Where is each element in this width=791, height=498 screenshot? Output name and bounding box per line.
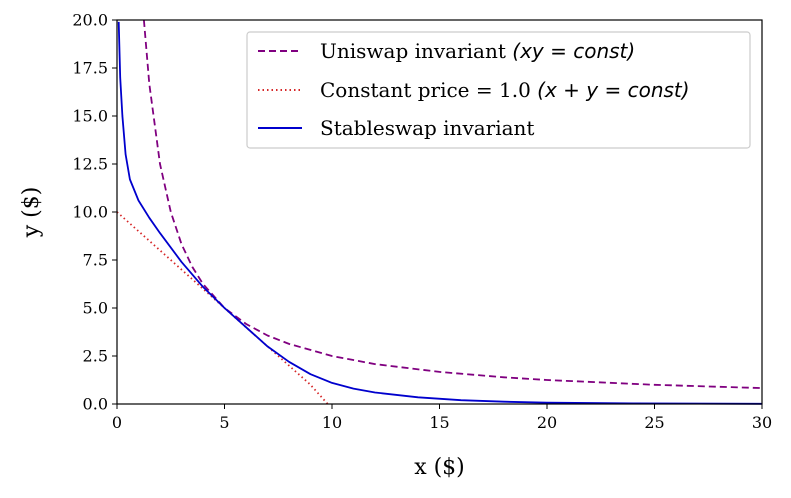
y-tick-label-6: 15.0 (72, 107, 108, 126)
y-tick-label-2: 5.0 (83, 299, 108, 318)
series-line-uniswap (143, 19, 763, 389)
y-tick-label-7: 17.5 (72, 59, 108, 78)
y-tick-label-5: 12.5 (72, 155, 108, 174)
y-tick-label-8: 20.0 (72, 11, 108, 30)
legend-entry-constant-price: Constant price = 1.0 (x + y = const) (320, 78, 690, 102)
x-tick-label-2: 10 (322, 413, 342, 432)
legend-box (246, 31, 751, 149)
x-tick-label-1: 5 (219, 413, 229, 432)
axis-ticks: 0 5 10 15 20 25 30 0.0 2.5 5.0 7.5 10.0 12.5 15.0 17.5… (72, 11, 772, 433)
y-tick-label-4: 10.0 (72, 203, 108, 222)
legend-entry-uniswap: Uniswap invariant (xy = const) (320, 39, 635, 63)
legend: Uniswap invariant (xy = const) Constant … (246, 31, 751, 149)
x-tick-label-3: 15 (429, 413, 449, 432)
y-tick-label-3: 7.5 (83, 251, 108, 270)
y-tick-label-0: 0.0 (83, 395, 108, 414)
x-tick-label-0: 0 (112, 413, 122, 432)
x-tick-label-4: 20 (537, 413, 557, 432)
series-layer (116, 19, 763, 405)
plot-frame (116, 19, 763, 405)
legend-math-uniswap: (xy = const) (512, 39, 635, 63)
series-line-stableswap (117, 21, 763, 405)
y-tick-label-1: 2.5 (83, 347, 108, 366)
legend-entry-stableswap: Stableswap invariant (320, 116, 534, 140)
y-axis-title: y ($) (19, 187, 44, 239)
x-axis-title: x ($) (414, 455, 465, 480)
x-tick-label-5: 25 (644, 413, 664, 432)
legend-math-constant-price: (x + y = const) (537, 78, 689, 102)
x-tick-label-6: 30 (752, 413, 772, 432)
